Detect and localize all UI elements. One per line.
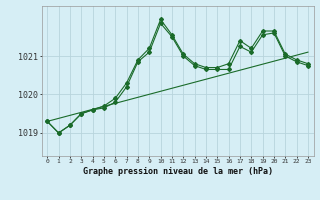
X-axis label: Graphe pression niveau de la mer (hPa): Graphe pression niveau de la mer (hPa) xyxy=(83,167,273,176)
